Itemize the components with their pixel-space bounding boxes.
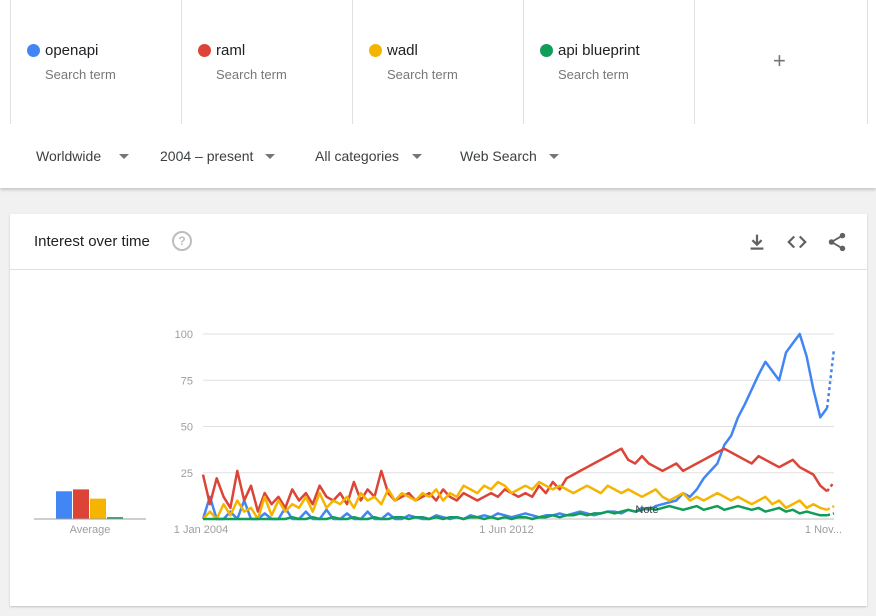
search-term-label: Search term [216,67,287,82]
average-bar-api-blueprint [107,517,123,519]
average-bar-raml [73,489,89,519]
search-term-card-openapi[interactable]: openapi Search term [10,0,181,124]
search-term-card-api-blueprint[interactable]: api blueprint Search term [523,0,694,124]
series-partial-line-api-blueprint [826,512,835,517]
dropdown-arrow-icon [119,153,130,159]
download-icon[interactable] [746,231,768,253]
series-partial-line-wadl [826,504,835,511]
search-term-label: Search term [387,67,458,82]
api-blueprint-color-dot [540,44,553,57]
dropdown-arrow-icon [412,153,423,159]
search-term-card-wadl[interactable]: wadl Search term [352,0,523,124]
search-term-name[interactable]: api blueprint [558,42,640,59]
plus-icon: + [773,48,786,73]
category-dropdown-label: All categories [315,148,400,164]
average-bar-openapi [56,491,72,519]
share-icon[interactable] [826,231,848,253]
dropdown-arrow-icon [265,153,276,159]
card-header: Interest over time ? [10,214,867,270]
x-tick-label: 1 Nov... [805,524,842,536]
y-tick-label: 75 [181,375,193,387]
dropdown-arrow-icon [548,153,559,159]
y-tick-label: 50 [181,422,193,434]
search-term-name[interactable]: wadl [387,42,418,59]
openapi-color-dot [27,44,40,57]
interest-over-time-card: Interest over time ? 100 75 50 25 Average 1… [10,214,867,606]
x-tick-label: 1 Jan 2004 [174,524,228,536]
x-tick-label: 1 Jun 2012 [479,524,533,536]
series-line-api-blueprint [203,504,828,521]
raml-color-dot [198,44,211,57]
time-range-dropdown[interactable]: 2004 – present [160,148,276,164]
filters-bar: Worldwide 2004 – present All categories … [0,124,876,188]
region-dropdown-label: Worldwide [36,148,102,164]
search-type-dropdown[interactable]: Web Search [460,148,559,164]
average-bar-wadl [90,498,106,519]
series-line-raml [201,447,828,513]
search-term-name[interactable]: raml [216,42,246,59]
series-line-wadl [202,480,828,521]
series-partial-line-openapi [825,348,836,409]
search-term-card-raml[interactable]: raml Search term [181,0,352,124]
average-label: Average [70,524,111,536]
embed-code-icon[interactable] [786,231,808,253]
search-term-label: Search term [45,67,116,82]
add-comparison-button[interactable]: + [694,0,868,124]
y-tick-label: 25 [181,468,193,480]
note-annotation[interactable]: Note [635,504,658,516]
region-dropdown[interactable]: Worldwide [36,148,130,164]
series-partial-line-raml [826,481,836,493]
y-tick-label: 100 [175,329,193,341]
card-title: Interest over time [34,233,150,250]
search-term-label: Search term [558,67,629,82]
interest-over-time-chart: 100 75 50 25 Average 1 Jan 2004 1 Jun 2012 1 … [34,329,842,536]
search-type-dropdown-label: Web Search [460,148,537,164]
time-range-dropdown-label: 2004 – present [160,148,254,164]
search-terms-bar: openapi Search term raml Search term wad… [0,0,876,125]
search-term-name[interactable]: openapi [45,42,99,59]
category-dropdown[interactable]: All categories [315,148,423,164]
wadl-color-dot [369,44,382,57]
help-icon[interactable]: ? [172,231,192,251]
